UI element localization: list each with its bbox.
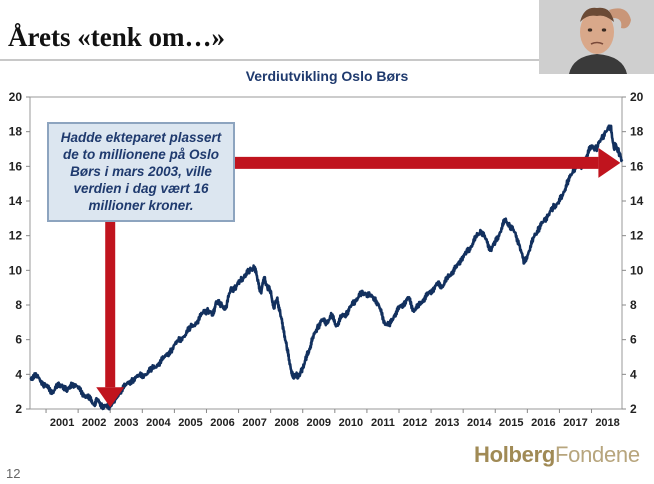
x-tick-label: 2009 (307, 417, 331, 429)
thinking-man-photo (539, 0, 654, 74)
y-tick-label-left: 16 (9, 159, 23, 173)
x-tick-label: 2012 (403, 417, 427, 429)
x-tick-label: 2015 (499, 417, 523, 429)
y-tick-label-right: 6 (630, 333, 637, 347)
y-tick-label-right: 10 (630, 263, 644, 277)
y-tick-label-right: 16 (630, 159, 644, 173)
y-tick-label-left: 4 (15, 367, 22, 381)
x-tick-label: 2001 (50, 417, 74, 429)
x-tick-label: 2010 (339, 417, 363, 429)
x-tick-label: 2004 (146, 417, 171, 429)
x-tick-label: 2002 (82, 417, 106, 429)
x-tick-label: 2014 (467, 417, 492, 429)
index-line-series (29, 124, 624, 411)
x-tick-label: 2018 (595, 417, 619, 429)
slide-title: Årets «tenk om…» (8, 22, 225, 52)
y-tick-label-left: 10 (9, 263, 23, 277)
y-tick-label-right: 4 (630, 367, 637, 381)
y-tick-label-right: 20 (630, 90, 644, 104)
x-tick-label: 2003 (114, 417, 138, 429)
y-tick-label-left: 8 (15, 298, 22, 312)
x-tick-label: 2005 (178, 417, 202, 429)
arrow-down-shaft (105, 222, 116, 388)
arrow-right-shaft (235, 156, 599, 169)
title-divider (0, 59, 540, 61)
arrow-down-head (96, 387, 125, 408)
x-tick-label: 2008 (274, 417, 298, 429)
y-tick-label-right: 14 (630, 194, 644, 208)
y-tick-label-left: 14 (9, 194, 23, 208)
y-tick-label-left: 2 (15, 402, 22, 416)
y-tick-label-left: 18 (9, 125, 23, 139)
holberg-fondene-logo: HolbergFondene (474, 442, 640, 467)
x-tick-label: 2016 (531, 417, 555, 429)
y-tick-label-left: 6 (15, 333, 22, 347)
y-tick-label-right: 2 (630, 402, 637, 416)
plot-frame (29, 96, 623, 410)
y-tick-label-right: 8 (630, 298, 637, 312)
y-tick-label-left: 12 (9, 229, 23, 243)
callout-annotation: Hadde ekteparet plassert de to millionen… (47, 122, 235, 222)
x-tick-label: 2007 (242, 417, 266, 429)
y-tick-label-left: 20 (9, 90, 23, 104)
x-tick-label: 2011 (371, 417, 395, 429)
line-chart: 2 2 4 4 6 6 8 8 10 10 12 12 14 14 16 16 18 18 20 20 2001 2002… (9, 90, 644, 429)
arrow-right-head (598, 147, 621, 178)
x-tick-label: 2006 (210, 417, 234, 429)
x-tick-label: 2017 (563, 417, 587, 429)
chart-title: Verdiutvikling Oslo Børs (245, 68, 409, 84)
y-tick-label-right: 12 (630, 229, 644, 243)
y-tick-label-right: 18 (630, 125, 644, 139)
page-number: 12 (6, 466, 21, 481)
x-tick-label: 2013 (435, 417, 459, 429)
